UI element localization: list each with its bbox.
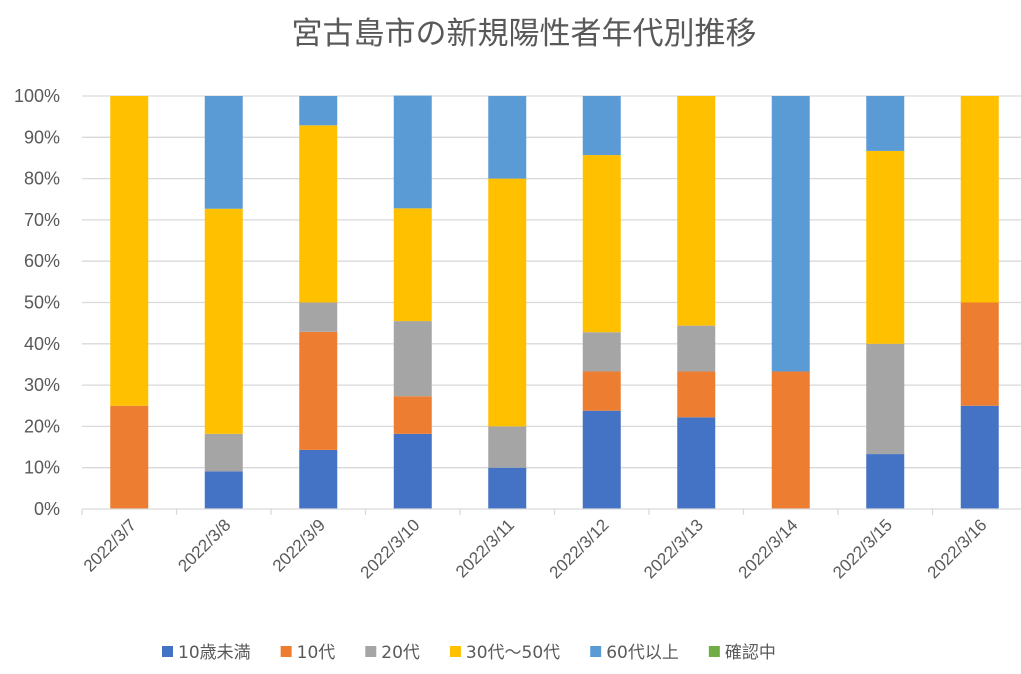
legend-swatch — [708, 646, 720, 657]
legend-swatch — [449, 646, 461, 657]
legend-label: 10代 — [297, 643, 336, 663]
x-tick-label: 2022/3/8 — [174, 515, 234, 575]
bar-segment — [204, 208, 243, 434]
bar-segment — [488, 178, 527, 427]
legend-item: 10歳未満 — [162, 643, 251, 663]
y-tick-label: 60% — [24, 251, 60, 271]
bar-segment — [299, 449, 338, 509]
bar-segment — [393, 396, 432, 434]
y-tick-label: 0% — [34, 499, 60, 519]
x-tick-label: 2022/3/14 — [735, 515, 802, 582]
bar-segment — [204, 433, 243, 472]
bar-segment — [582, 96, 621, 156]
bar-segment — [393, 321, 432, 397]
bars — [110, 95, 999, 509]
legend-label: 30代～50代 — [466, 643, 560, 663]
legend-item: 60代以上 — [590, 643, 679, 663]
y-tick-label: 40% — [24, 334, 60, 354]
bar-segment — [393, 208, 432, 322]
bar-segment — [488, 467, 527, 509]
bar-segment — [677, 417, 716, 509]
y-tick-label: 90% — [24, 127, 60, 147]
x-tick-label: 2022/3/7 — [80, 515, 140, 575]
legend-label: 20代 — [381, 643, 420, 663]
x-tick-label: 2022/3/11 — [452, 515, 518, 581]
legend-swatch — [162, 646, 173, 657]
y-axis-ticks: 0% 10% 20% 30% 40% 50% 60% 70% 80% 90% 100% — [14, 86, 60, 519]
bar-segment — [110, 96, 149, 406]
legend-label: 60代以上 — [606, 643, 679, 663]
legend-swatch — [280, 646, 292, 657]
y-tick-label: 100% — [14, 86, 60, 106]
bar-segment — [582, 371, 621, 411]
x-tick-label: 2022/3/13 — [640, 515, 707, 582]
bar-segment — [866, 96, 905, 151]
bar-segment — [204, 96, 243, 209]
legend-item: 確認中 — [708, 643, 776, 663]
legend: 10歳未満 10代 20代 30代～50代 60代以上 確認中 — [162, 643, 776, 663]
bar-segment — [488, 426, 527, 468]
bar-segment — [677, 371, 716, 418]
bar-segment — [866, 343, 905, 455]
x-axis — [81, 508, 1021, 515]
bar-segment — [110, 405, 149, 509]
y-tick-label: 20% — [24, 416, 60, 436]
bar-segment — [960, 96, 999, 303]
bar-segment — [677, 325, 716, 372]
bar-segment — [299, 302, 338, 332]
bar-segment — [299, 125, 338, 303]
bar-segment — [582, 332, 621, 372]
x-tick-label: 2022/3/10 — [357, 515, 424, 582]
bar-segment — [299, 331, 338, 450]
bar-segment — [582, 410, 621, 509]
x-axis-ticks: 2022/3/7 2022/3/8 2022/3/9 2022/3/10 2022/3/… — [80, 515, 991, 582]
legend-label: 確認中 — [725, 643, 776, 663]
legend-label: 10歳未満 — [178, 643, 251, 663]
y-tick-label: 70% — [24, 210, 60, 230]
bar-segment — [299, 96, 338, 126]
bar-segment — [393, 95, 432, 209]
y-tick-label: 30% — [24, 375, 60, 395]
x-tick-label: 2022/3/12 — [546, 515, 613, 582]
y-tick-label: 80% — [24, 169, 60, 189]
bar-segment — [771, 371, 810, 509]
y-tick-label: 10% — [24, 458, 60, 478]
bar-segment — [393, 433, 432, 509]
bar-segment — [866, 454, 905, 509]
x-tick-label: 2022/3/9 — [269, 515, 329, 575]
bar-segment — [960, 405, 999, 509]
bar-segment — [771, 96, 810, 372]
bar-segment — [960, 302, 999, 406]
chart-title: 宮古島市の新規陽性者年代別推移 — [292, 16, 757, 52]
bar-segment — [488, 96, 527, 179]
y-tick-label: 50% — [24, 293, 60, 313]
legend-item: 10代 — [280, 643, 336, 663]
bar-segment — [866, 150, 905, 344]
bar-segment — [204, 471, 243, 509]
legend-swatch — [365, 646, 377, 657]
bar-segment — [582, 155, 621, 333]
x-tick-label: 2022/3/16 — [924, 515, 991, 582]
legend-swatch — [590, 646, 602, 657]
legend-item: 20代 — [365, 643, 420, 663]
legend-item: 30代～50代 — [449, 643, 560, 663]
x-tick-label: 2022/3/15 — [829, 515, 896, 582]
bar-segment — [677, 96, 716, 326]
